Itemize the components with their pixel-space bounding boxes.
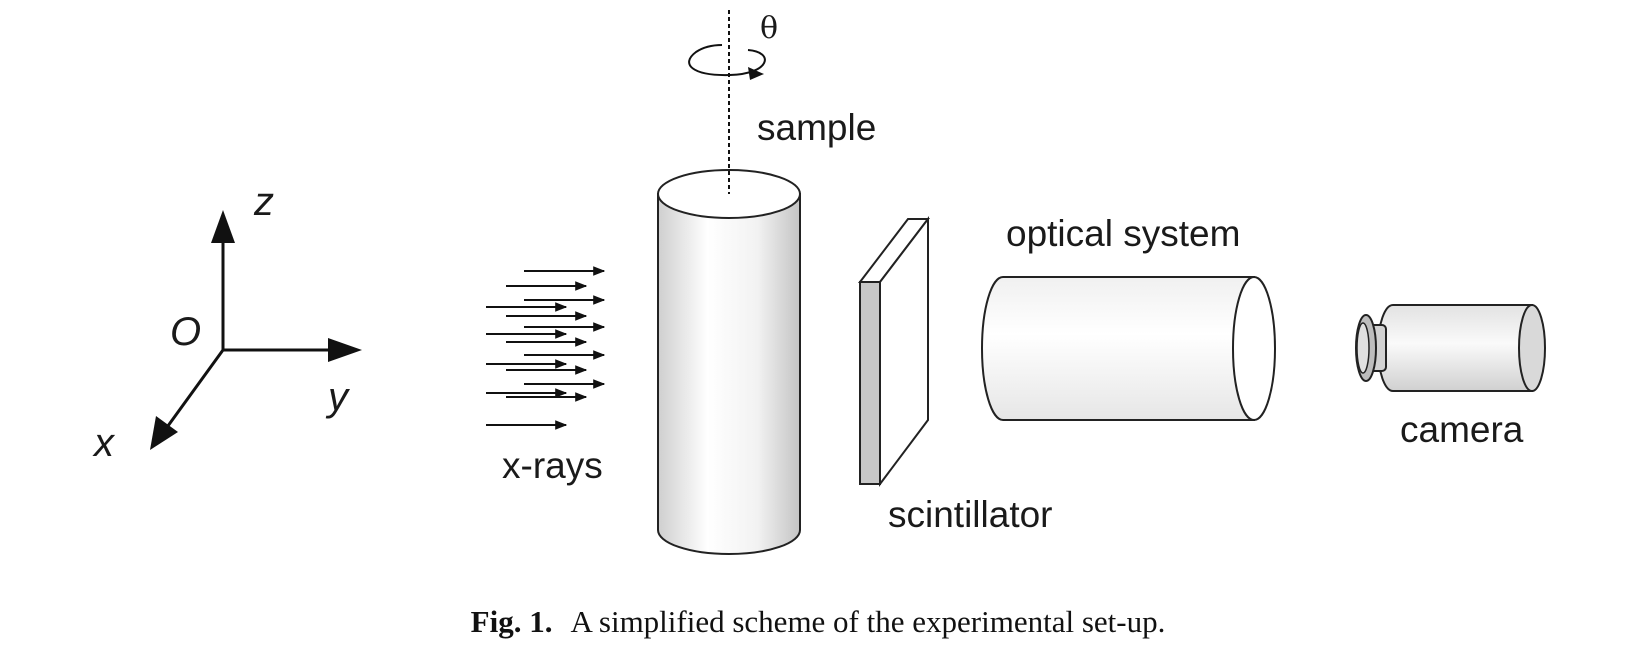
y-arrow-icon — [328, 338, 362, 362]
camera-label: camera — [1400, 409, 1524, 450]
scintillator-label: scintillator — [888, 494, 1053, 535]
x-axis-label: x — [92, 421, 116, 465]
setup-diagram: z O y x x-rays θ sample scintillato — [92, 10, 1546, 555]
rotation-arrow-icon — [688, 44, 766, 77]
x-arrow-icon — [150, 416, 178, 450]
figure-caption: Fig. 1. A simplified scheme of the experi… — [0, 604, 1636, 640]
xrays-label: x-rays — [502, 445, 603, 486]
coordinate-axes: z O y x — [92, 180, 362, 465]
caption-text: A simplified scheme of the experimental … — [570, 604, 1166, 639]
origin-label: O — [170, 310, 201, 354]
sample-label: sample — [757, 107, 876, 148]
sample-cylinder — [657, 169, 801, 555]
rotation-arrowhead-icon — [748, 67, 764, 80]
optical-system-label: optical system — [1006, 213, 1240, 254]
rotation-angle-label: θ — [760, 11, 778, 46]
xray-arrows — [486, 266, 606, 430]
z-arrow-icon — [211, 210, 235, 243]
optical-system — [981, 276, 1276, 421]
scintillator-plate — [857, 216, 931, 487]
y-axis-label: y — [325, 375, 351, 419]
x-axis — [163, 349, 225, 431]
camera — [1355, 304, 1546, 392]
figure-number: Fig. 1. — [470, 604, 553, 639]
z-axis-label: z — [253, 180, 274, 224]
